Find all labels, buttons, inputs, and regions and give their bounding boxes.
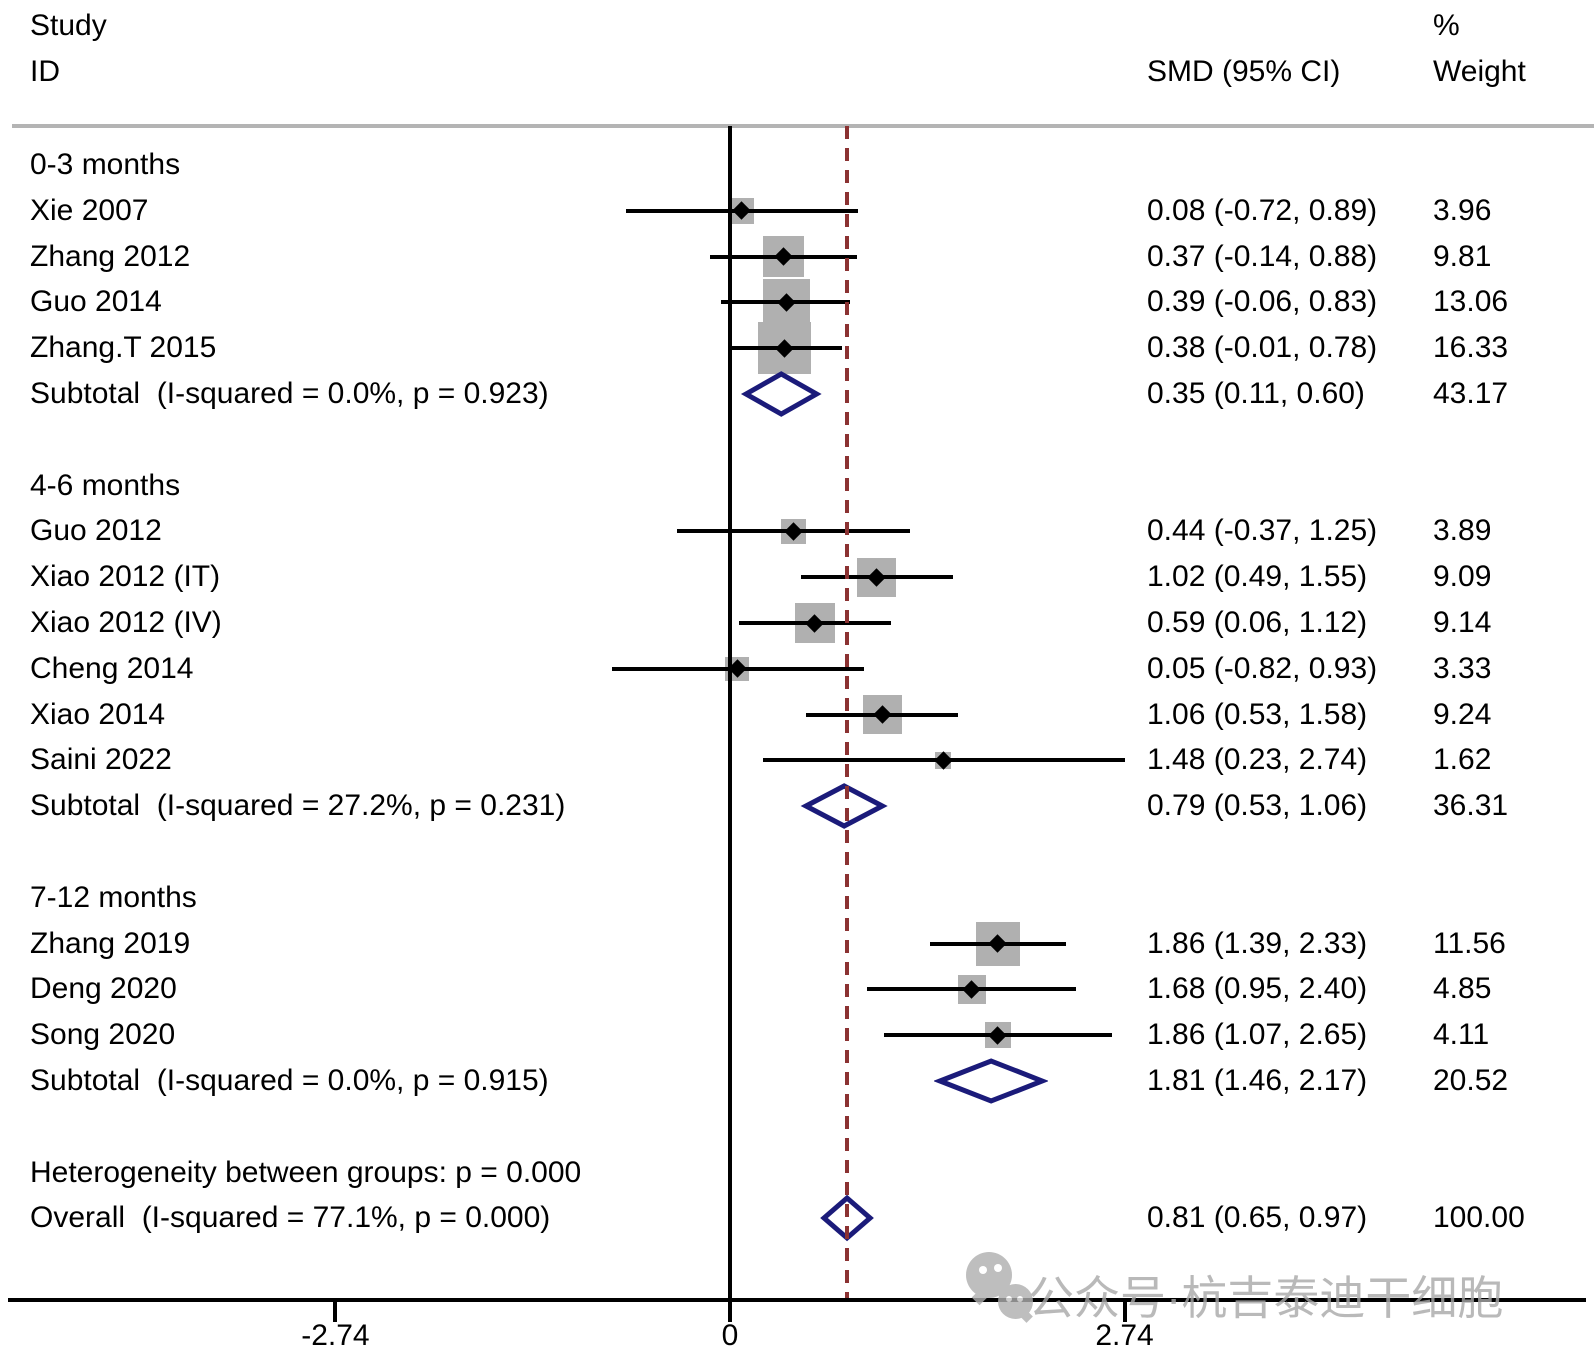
smd-value: 1.02 (0.49, 1.55) xyxy=(1147,560,1368,594)
group-label: 7-12 months xyxy=(30,880,197,914)
tick-mark xyxy=(728,1300,732,1322)
weight-value: 3.96 xyxy=(1433,193,1492,227)
weight-value: 9.81 xyxy=(1433,239,1492,273)
weight-value: 11.56 xyxy=(1433,926,1506,960)
smd-value: 0.38 (-0.01, 0.78) xyxy=(1147,331,1378,365)
study-label: Guo 2012 xyxy=(30,514,162,548)
smd-value: 0.44 (-0.37, 1.25) xyxy=(1147,514,1378,548)
header-divider xyxy=(12,124,1594,128)
smd-value: 1.81 (1.46, 2.17) xyxy=(1147,1064,1368,1097)
smd-value: 1.86 (1.39, 2.33) xyxy=(1147,926,1368,960)
smd-value: 0.81 (0.65, 0.97) xyxy=(1147,1201,1368,1235)
tick-label: 2.74 xyxy=(1095,1319,1154,1352)
smd-value: 1.06 (0.53, 1.58) xyxy=(1147,697,1368,731)
study-label: Xiao 2012 (IV) xyxy=(30,606,222,639)
subtotal-label: Subtotal (I-squared = 0.0%, p = 0.915) xyxy=(30,1064,549,1097)
study-label: Guo 2014 xyxy=(30,285,162,319)
study-label: Cheng 2014 xyxy=(30,651,194,685)
study-label: Deng 2020 xyxy=(30,972,177,1006)
tick-mark xyxy=(1122,1300,1127,1322)
group-label: 4-6 months xyxy=(30,468,181,502)
column-header-study: Study xyxy=(30,9,107,42)
weight-value: 9.14 xyxy=(1433,606,1492,639)
subtotal-diamond xyxy=(740,371,822,417)
subtotal-diamond xyxy=(934,1058,1049,1104)
weight-value: 1.62 xyxy=(1433,743,1492,777)
weight-value: 43.17 xyxy=(1433,377,1509,410)
study-label: Saini 2022 xyxy=(30,743,172,777)
column-header-id: ID xyxy=(30,55,60,88)
smd-value: 0.79 (0.53, 1.06) xyxy=(1147,789,1368,823)
weight-value: 9.24 xyxy=(1433,697,1492,731)
weight-value: 4.11 xyxy=(1433,1018,1490,1052)
overall-label: Overall (I-squared = 77.1%, p = 0.000) xyxy=(30,1201,551,1235)
overall-diamond xyxy=(819,1195,874,1242)
weight-value: 13.06 xyxy=(1433,285,1509,319)
subtotal-diamond xyxy=(800,783,889,830)
weight-value: 16.33 xyxy=(1433,331,1509,365)
subtotal-label: Subtotal (I-squared = 0.0%, p = 0.923) xyxy=(30,377,549,410)
column-header-weight: Weight xyxy=(1433,55,1526,88)
study-label: Zhang 2012 xyxy=(30,239,191,273)
column-header-smd: SMD (95% CI) xyxy=(1147,55,1341,88)
study-label: Xie 2007 xyxy=(30,193,149,227)
study-label: Zhang 2019 xyxy=(30,926,191,960)
tick-mark xyxy=(333,1300,338,1322)
group-label: 0-3 months xyxy=(30,148,181,181)
study-label: Zhang.T 2015 xyxy=(30,331,217,365)
smd-value: 1.48 (0.23, 2.74) xyxy=(1147,743,1368,777)
smd-value: 1.68 (0.95, 2.40) xyxy=(1147,972,1368,1006)
smd-value: 0.39 (-0.06, 0.83) xyxy=(1147,285,1378,319)
heterogeneity-note: Heterogeneity between groups: p = 0.000 xyxy=(30,1155,582,1189)
tick-label: -2.74 xyxy=(301,1319,370,1352)
weight-value: 9.09 xyxy=(1433,560,1492,594)
x-axis-line xyxy=(8,1298,1586,1302)
weight-value: 3.33 xyxy=(1433,651,1492,685)
smd-value: 0.08 (-0.72, 0.89) xyxy=(1147,193,1378,227)
smd-value: 0.05 (-0.82, 0.93) xyxy=(1147,651,1378,685)
weight-value: 36.31 xyxy=(1433,789,1509,823)
smd-value: 1.86 (1.07, 2.65) xyxy=(1147,1018,1368,1052)
weight-value: 20.52 xyxy=(1433,1064,1509,1097)
weight-value: 100.00 xyxy=(1433,1201,1525,1235)
study-label: Xiao 2014 xyxy=(30,697,166,731)
weight-value: 4.85 xyxy=(1433,972,1492,1006)
column-header-weight-pct: % xyxy=(1433,9,1460,42)
tick-label: 0 xyxy=(721,1319,739,1352)
zero-line xyxy=(728,126,732,1302)
smd-value: 0.35 (0.11, 0.60) xyxy=(1147,377,1365,410)
watermark-text: 公众号·杭吉泰迪干细胞 xyxy=(1028,1272,1504,1324)
overall-effect-dashed-line xyxy=(845,126,849,1298)
study-label: Song 2020 xyxy=(30,1018,176,1052)
smd-value: 0.37 (-0.14, 0.88) xyxy=(1147,239,1378,273)
weight-value: 3.89 xyxy=(1433,514,1492,548)
study-label: Xiao 2012 (IT) xyxy=(30,560,221,594)
smd-value: 0.59 (0.06, 1.12) xyxy=(1147,606,1368,639)
subtotal-label: Subtotal (I-squared = 27.2%, p = 0.231) xyxy=(30,789,566,823)
